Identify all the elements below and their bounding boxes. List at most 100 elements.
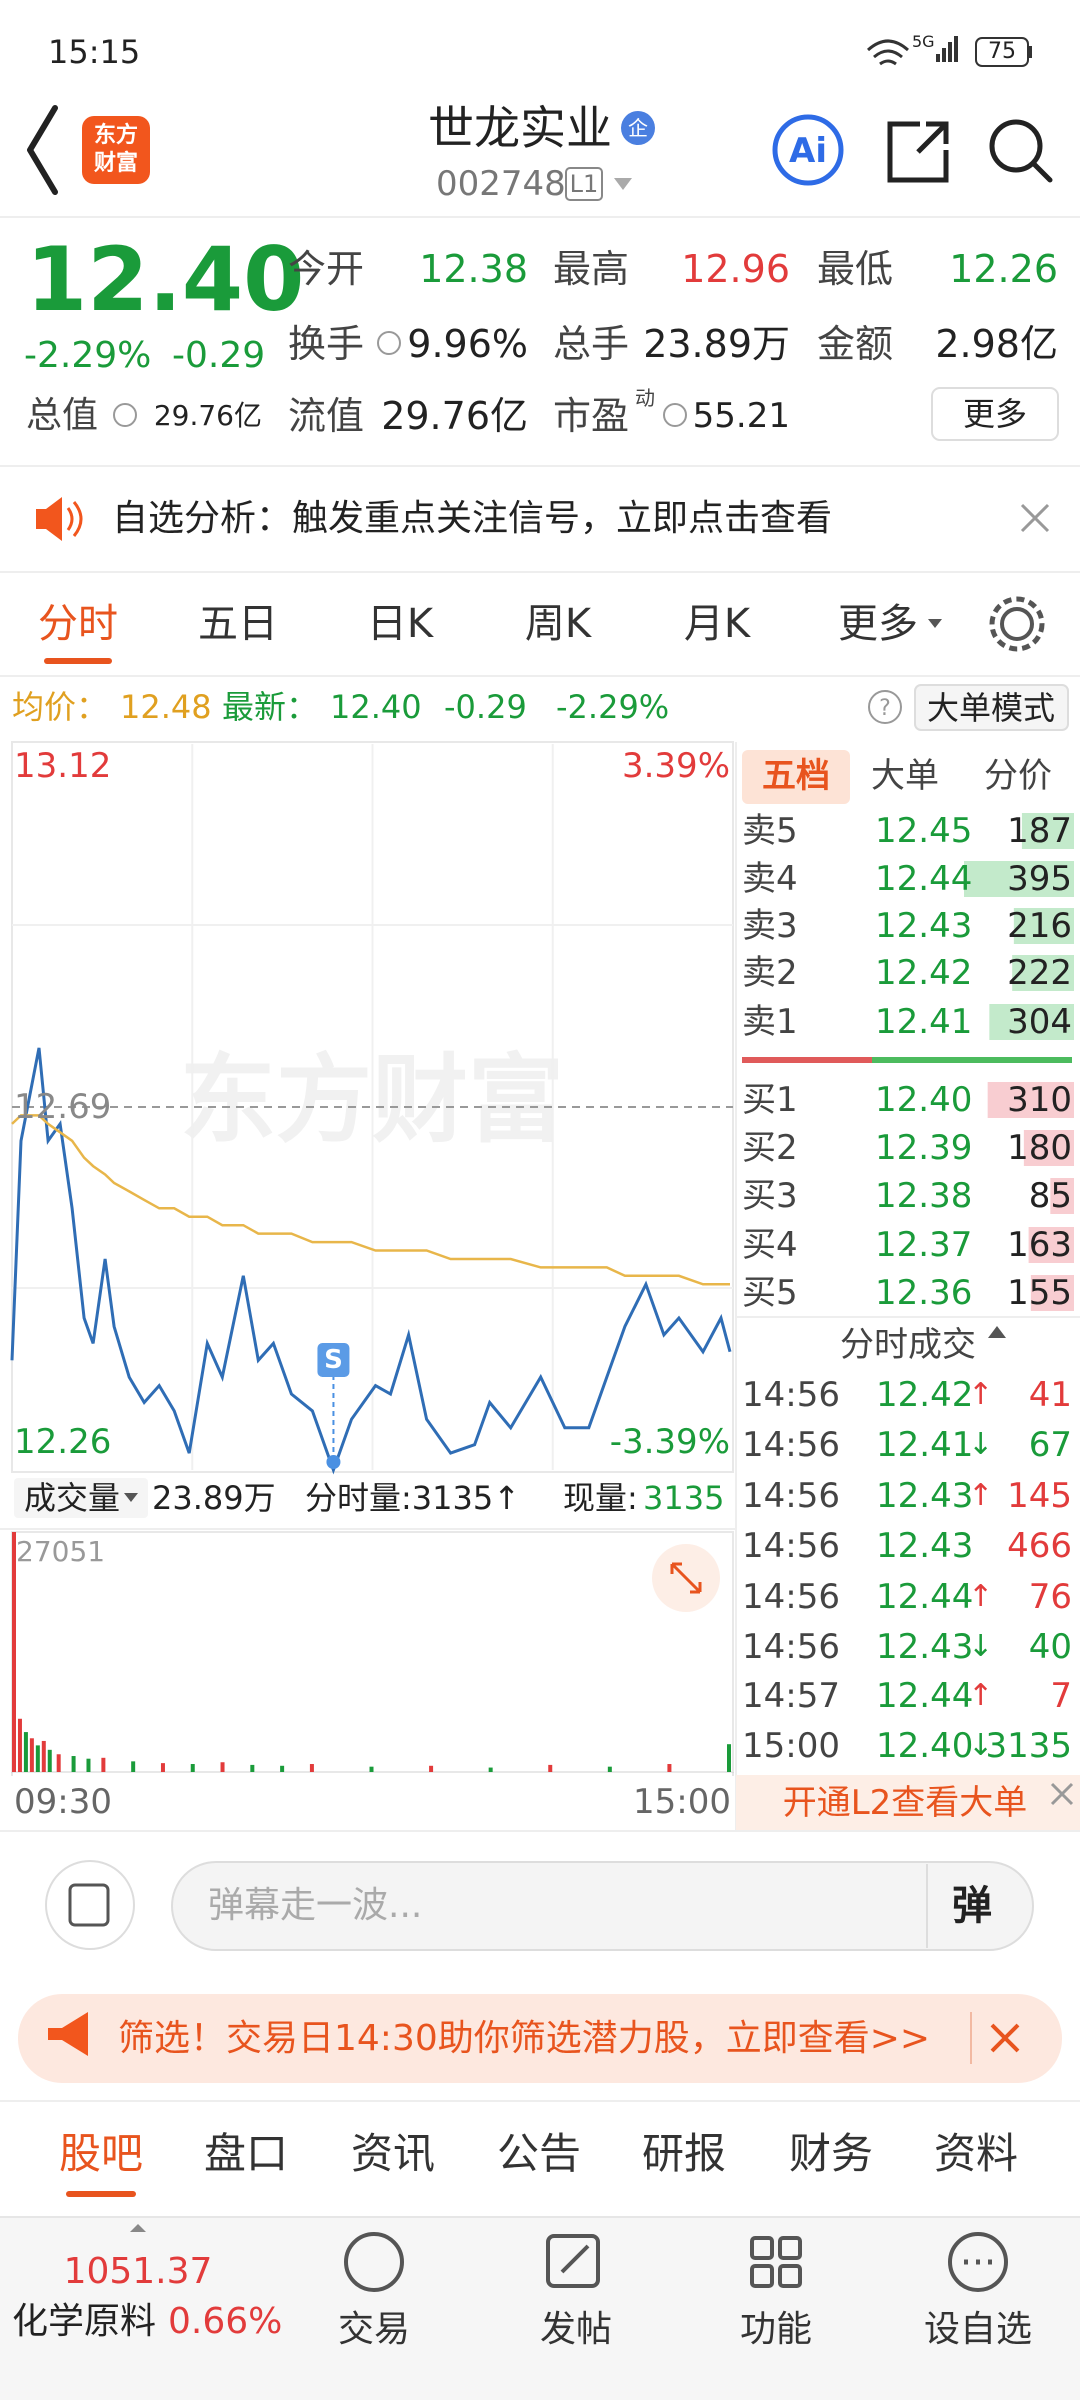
comment-icon[interactable] <box>45 1860 135 1950</box>
search-icon[interactable] <box>989 119 1043 173</box>
divider <box>0 465 1080 467</box>
search-icon[interactable] <box>1030 160 1053 183</box>
l2-link[interactable]: 开通L2查看大单 <box>782 1783 1028 1823</box>
divider <box>0 2100 1080 2102</box>
help-icon[interactable] <box>868 690 902 724</box>
info-icon[interactable] <box>113 403 137 427</box>
index-name[interactable]: 化学原料 <box>12 2301 157 2342</box>
field-label: 最低 <box>817 247 894 291</box>
trade-volume: 67 <box>1028 1425 1072 1465</box>
latest-value: 12.40 <box>330 688 422 726</box>
chart-tab[interactable]: 日K <box>366 601 434 647</box>
danmu-button[interactable]: 弹 <box>952 1883 992 1929</box>
mode-text[interactable]: 大单模式 <box>926 689 1056 727</box>
more-button[interactable] <box>931 387 1059 441</box>
nav-item[interactable]: 发帖 <box>539 2309 613 2350</box>
banner-text[interactable]: 筛选！交易日14:30助你筛选潜力股，立即查看>> <box>118 2018 931 2059</box>
latest-label: 最新： <box>222 688 319 726</box>
book-label: 买1 <box>742 1080 798 1120</box>
ai-icon[interactable]: Ai <box>789 131 827 171</box>
close-icon[interactable] <box>1050 1782 1074 1806</box>
trade-price: 12.43 <box>876 1476 974 1516</box>
book-volume: 310 <box>1007 1080 1072 1120</box>
post-icon[interactable] <box>560 2244 590 2274</box>
section-tab[interactable]: 财务 <box>788 2129 874 2178</box>
ai-icon[interactable] <box>772 114 844 186</box>
function-icon[interactable] <box>778 2236 802 2260</box>
share-icon[interactable] <box>887 121 949 183</box>
watchlist-icon[interactable] <box>948 2232 1008 2292</box>
book-label: 买2 <box>742 1128 798 1168</box>
annotation-dot <box>326 1455 341 1469</box>
trade-icon[interactable] <box>344 2232 404 2292</box>
index-change[interactable]: 0.66% <box>168 2301 283 2342</box>
close-icon[interactable] <box>1020 503 1050 533</box>
volume-bar <box>727 1744 731 1772</box>
field-label: 最高 <box>553 247 630 291</box>
field-value: 29.76亿 <box>381 394 528 438</box>
wifi-icon <box>866 39 910 66</box>
index-value[interactable]: 1051.37 <box>63 2251 213 2292</box>
logo[interactable] <box>82 116 150 184</box>
close-icon[interactable] <box>990 2023 1020 2053</box>
nav-item[interactable]: 设自选 <box>923 2309 1033 2350</box>
field-value: 55.21 <box>692 396 790 436</box>
chart-tab[interactable]: 月K <box>683 601 751 647</box>
function-icon[interactable] <box>750 2264 774 2288</box>
chart-tab[interactable]: 周K <box>524 601 592 647</box>
logo-text: 财富 <box>93 151 139 176</box>
book-tab[interactable]: 大单 <box>871 756 939 796</box>
mode-button[interactable] <box>914 684 1069 731</box>
back-icon[interactable] <box>27 105 58 195</box>
book-tab[interactable]: 分价 <box>984 756 1052 796</box>
trade-time: 14:56 <box>742 1577 840 1617</box>
sort-icon[interactable] <box>988 1326 1006 1338</box>
comment-placeholder[interactable]: 弹幕走一波... <box>208 1885 423 1926</box>
chart-tab[interactable]: 更多 <box>838 601 918 647</box>
info-icon[interactable] <box>377 331 401 355</box>
book-price: 12.44 <box>875 859 973 899</box>
more-button-text[interactable]: 更多 <box>962 395 1028 433</box>
trade-volume: 145 <box>1007 1476 1072 1516</box>
post-icon[interactable] <box>546 2234 600 2288</box>
volume-selector[interactable] <box>14 1478 148 1518</box>
volume-bar <box>488 1767 493 1772</box>
settings-icon[interactable] <box>989 596 1045 652</box>
book-price: 12.40 <box>875 1080 973 1120</box>
function-icon[interactable] <box>750 2236 774 2260</box>
section-tab[interactable]: 股吧 <box>58 2129 144 2178</box>
expand-icon[interactable] <box>670 1562 702 1594</box>
dropdown-icon[interactable] <box>928 619 942 628</box>
field-label: 金额 <box>817 322 894 366</box>
volume-bar <box>71 1756 76 1772</box>
chart-tab[interactable]: 分时 <box>38 601 118 647</box>
field-value: 23.89万 <box>643 322 790 366</box>
function-icon[interactable] <box>778 2264 802 2288</box>
volume-bar <box>220 1762 225 1772</box>
section-tab[interactable]: 资讯 <box>350 2129 436 2178</box>
nav-item[interactable]: 交易 <box>337 2309 411 2350</box>
notice-text[interactable]: 自选分析：触发重点关注信号，立即点击查看 <box>112 498 833 539</box>
dropdown-icon[interactable] <box>614 178 632 190</box>
section-tab[interactable]: 公告 <box>496 2129 582 2178</box>
field-label: 流值 <box>288 394 365 438</box>
settings-icon[interactable] <box>1000 607 1034 641</box>
divider <box>0 675 1080 677</box>
comment-input[interactable] <box>171 1861 1034 1951</box>
section-tab[interactable]: 资料 <box>933 2129 1019 2178</box>
nav-item[interactable]: 功能 <box>739 2309 813 2350</box>
comment-icon[interactable] <box>68 1883 110 1927</box>
dropdown-icon[interactable] <box>124 1493 138 1502</box>
book-volume: 216 <box>1007 906 1072 946</box>
book-label: 卖2 <box>742 953 798 993</box>
section-tab[interactable]: 盘口 <box>203 2129 289 2178</box>
info-icon[interactable] <box>663 403 687 427</box>
banner[interactable] <box>18 1994 1062 2083</box>
volume-frame <box>11 1531 734 1773</box>
y-tick-label: 12.26 <box>14 1422 112 1462</box>
help-icon[interactable]: ? <box>879 696 891 721</box>
section-tab[interactable]: 研报 <box>641 2129 727 2178</box>
book-tab[interactable]: 五档 <box>762 756 830 796</box>
chart-tab[interactable]: 五日 <box>198 601 278 647</box>
